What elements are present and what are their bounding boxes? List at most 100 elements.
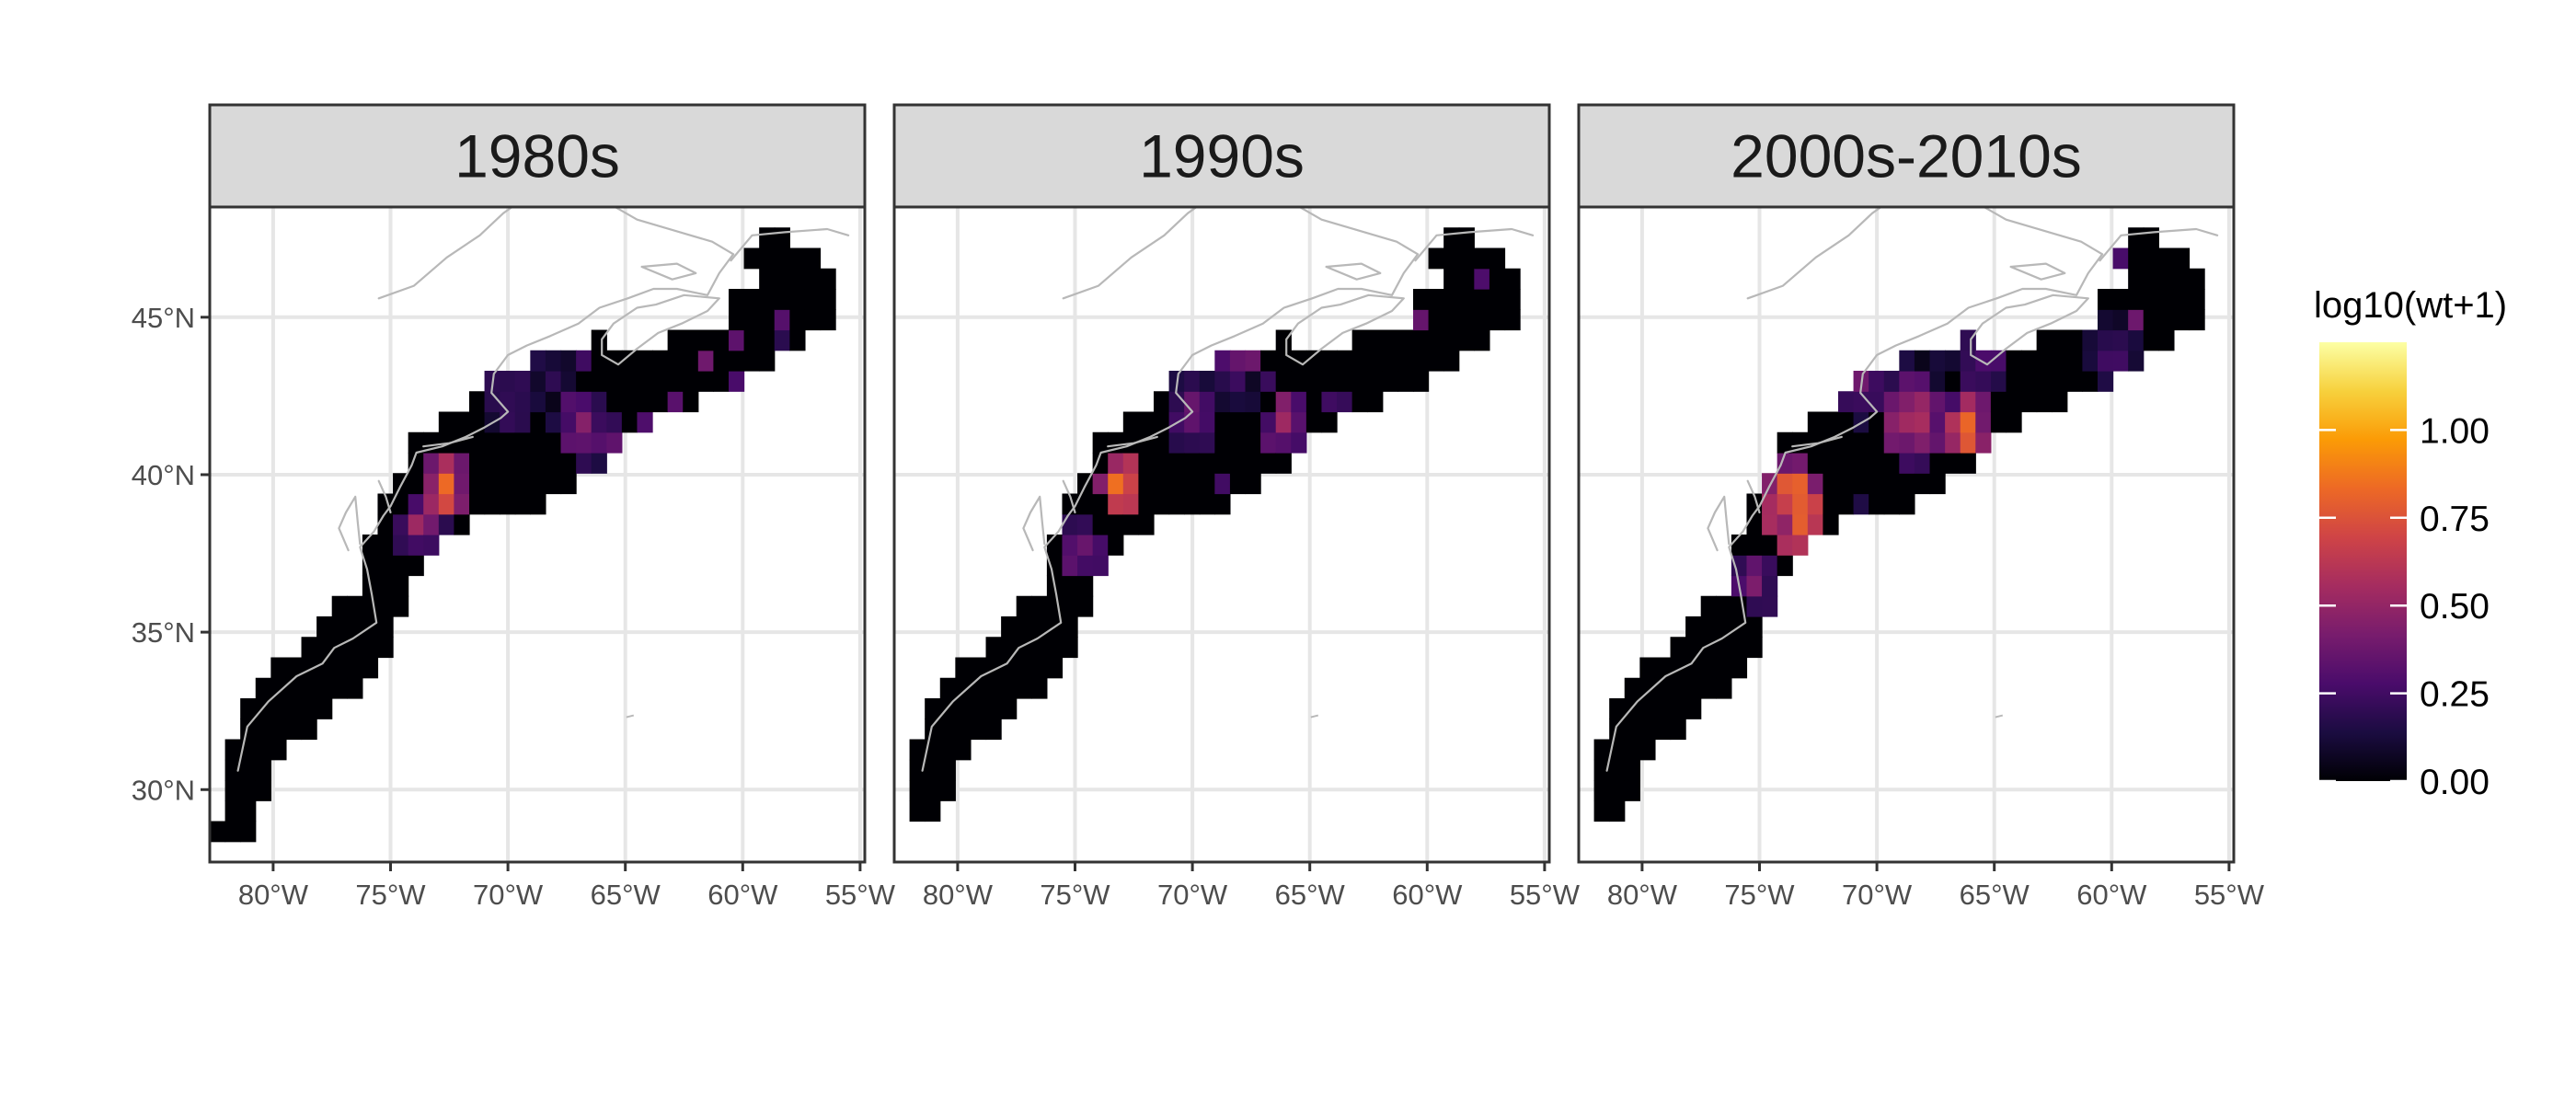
- heatmap-cell: [1229, 411, 1247, 433]
- heatmap-cell: [1428, 350, 1444, 372]
- heatmap-cell: [408, 513, 424, 535]
- heatmap-cell: [438, 453, 455, 474]
- heatmap-cell: [1609, 800, 1626, 822]
- heatmap-cell: [1869, 473, 1885, 495]
- heatmap-cell: [1914, 473, 1931, 495]
- heatmap-cell: [1654, 719, 1672, 741]
- heatmap-cell: [909, 800, 926, 822]
- heatmap-cell: [1762, 555, 1778, 577]
- heatmap-cell: [1975, 371, 1992, 392]
- heatmap-cell: [1685, 677, 1702, 699]
- heatmap-cell: [1108, 493, 1124, 515]
- heatmap-cell: [637, 350, 653, 372]
- plot-content: [1579, 207, 2234, 862]
- heatmap-cell: [713, 371, 730, 392]
- heatmap-cell: [1945, 453, 1961, 474]
- heatmap-cell: [1291, 350, 1307, 372]
- heatmap-cell: [1899, 350, 1915, 372]
- x-tick-label: 70°W: [1157, 879, 1228, 911]
- heatmap-cell: [1762, 513, 1778, 535]
- heatmap-cell: [1062, 513, 1078, 535]
- x-tick-label: 65°W: [1275, 879, 1346, 911]
- heatmap-cell: [1489, 289, 1506, 310]
- heatmap-cell: [1077, 513, 1094, 535]
- x-tick-label: 65°W: [1960, 879, 2030, 911]
- heatmap-cell: [1945, 350, 1961, 372]
- heatmap-cell: [1153, 493, 1170, 515]
- heatmap-cell: [2097, 350, 2114, 372]
- heatmap-cell: [774, 289, 790, 310]
- x-tick-label: 75°W: [1724, 879, 1795, 911]
- heatmap-cell: [1960, 453, 1976, 474]
- heatmap-cell: [1593, 739, 1610, 761]
- heatmap-cell: [1914, 371, 1931, 392]
- heatmap-cell: [1229, 473, 1247, 495]
- heatmap-cell: [1869, 453, 1885, 474]
- heatmap-cell: [240, 698, 257, 719]
- heatmap-cell: [1639, 677, 1656, 699]
- heatmap-cell: [576, 431, 592, 454]
- heatmap-cell: [316, 657, 333, 679]
- heatmap-cell: [1823, 513, 1839, 535]
- heatmap-cell: [2006, 391, 2022, 413]
- heatmap-cell: [454, 493, 470, 515]
- heatmap-cell: [2021, 350, 2038, 372]
- heatmap-cell: [1777, 535, 1793, 556]
- heatmap-cell: [1428, 309, 1444, 331]
- heatmap-cell: [1397, 329, 1414, 351]
- heatmap-cell: [1685, 698, 1702, 719]
- heatmap-cell: [1001, 698, 1018, 719]
- heatmap-cell: [955, 657, 972, 679]
- heatmap-cell: [1046, 555, 1064, 577]
- heatmap-cell: [1351, 371, 1368, 392]
- heatmap-cell: [1762, 595, 1778, 617]
- heatmap-cell: [591, 453, 607, 474]
- heatmap-cell: [362, 555, 379, 577]
- x-tick-label: 55°W: [825, 879, 896, 911]
- heatmap-cell: [1122, 453, 1140, 474]
- heatmap-cell: [1260, 453, 1277, 474]
- heatmap-cell: [1305, 391, 1323, 413]
- heatmap-cell: [1654, 698, 1672, 719]
- heatmap-cell: [1046, 637, 1064, 659]
- heatmap-cell: [530, 391, 546, 413]
- heatmap-cell: [1077, 595, 1094, 617]
- heatmap-cell: [683, 391, 699, 413]
- heatmap-cell: [743, 350, 760, 372]
- heatmap-cell: [255, 780, 271, 801]
- heatmap-cell: [408, 555, 424, 577]
- y-tick-label: 40°N: [132, 459, 195, 491]
- heatmap-cell: [1199, 473, 1215, 495]
- heatmap-cell: [804, 289, 822, 310]
- heatmap-cell: [301, 637, 317, 659]
- heatmap-cell: [240, 759, 257, 781]
- heatmap-cell: [713, 350, 730, 372]
- heatmap-cell: [1670, 657, 1686, 679]
- heatmap-cell: [1245, 431, 1261, 454]
- heatmap-cell: [759, 227, 776, 249]
- x-tick-label: 65°W: [591, 879, 661, 911]
- coastline-segment: [2009, 262, 2066, 281]
- heatmap-cell: [1062, 555, 1078, 577]
- heatmap-cell: [2143, 247, 2159, 270]
- heatmap-cell: [500, 371, 516, 392]
- heatmap-cell: [1153, 473, 1170, 495]
- heatmap-cell: [1837, 473, 1855, 495]
- heatmap-cell: [1305, 350, 1323, 372]
- heatmap-cell: [759, 350, 776, 372]
- heatmap-cell: [985, 677, 1002, 699]
- heatmap-cell: [270, 719, 287, 741]
- y-tick-label: 30°N: [132, 774, 195, 806]
- heatmap-cell: [925, 759, 941, 781]
- heatmap-cell: [2112, 329, 2129, 351]
- heatmap-cell: [2128, 350, 2145, 372]
- heatmap-cell: [1458, 329, 1475, 351]
- heatmap-cell: [2112, 247, 2129, 270]
- panel-border: [1577, 205, 2236, 864]
- heatmap-cell: [2097, 329, 2114, 351]
- heatmap-cell: [530, 473, 546, 495]
- heatmap-cell: [393, 575, 409, 597]
- heatmap-cell: [468, 391, 486, 413]
- heatmap-cell: [1122, 513, 1140, 535]
- heatmap-cell: [1914, 391, 1931, 413]
